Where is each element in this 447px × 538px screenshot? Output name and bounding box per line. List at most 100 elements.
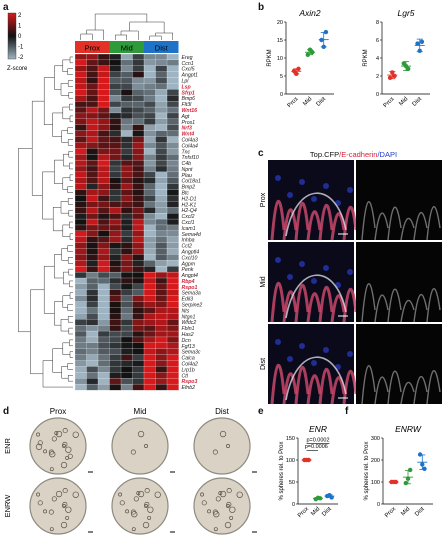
heatmap-cell [132, 136, 145, 143]
heatmap-cell [109, 330, 122, 338]
heatmap-cell [109, 224, 122, 232]
panel-d-wells: Prox Mid Dist ENR ENRW [3, 407, 257, 535]
heatmap-cell [97, 242, 110, 249]
heatmap-cell [132, 260, 145, 267]
dendrogram-branch [67, 375, 73, 382]
heatmap-cell [109, 342, 122, 350]
y-tick-label: 4 [376, 56, 379, 62]
heatmap-cell [132, 142, 145, 149]
data-point [408, 467, 413, 473]
heatmap-cell [86, 313, 99, 320]
heatmap-cell [143, 354, 156, 361]
sphere [147, 515, 152, 520]
dapi-nucleus [347, 187, 353, 193]
gene-label: Icam1 [182, 226, 196, 232]
dapi-nucleus [275, 339, 281, 345]
heatmap-cell [166, 118, 179, 126]
heatmap-cell [86, 295, 99, 303]
title-dapi: /DAPI [377, 150, 398, 159]
epithelium-stain [342, 369, 358, 405]
gene-label: Nrf3 [182, 126, 192, 132]
heatmap-cell [143, 254, 156, 261]
heatmap-cell [97, 89, 110, 96]
micrograph-cfp [356, 160, 442, 241]
well [29, 417, 87, 475]
sphere [212, 449, 218, 455]
heatmap-cell [109, 118, 122, 126]
heatmap-cell [155, 154, 168, 161]
heatmap-cell [97, 124, 110, 132]
well [29, 477, 87, 535]
heatmap-cell [74, 59, 87, 67]
heatmap-cell [109, 59, 122, 67]
heatmap-cell [166, 183, 179, 191]
heatmap-cell [109, 301, 122, 308]
heatmap-cell [120, 189, 133, 196]
dendrogram-branch [62, 59, 70, 72]
heatmap-cell [86, 360, 99, 367]
cfp-structure [387, 370, 402, 405]
group-bar-mid [109, 41, 144, 53]
dendrogram-branch [67, 127, 73, 134]
heatmap-cell [97, 236, 110, 244]
heatmap-cell [74, 383, 87, 391]
well-image [29, 477, 93, 535]
heatmap-cell [86, 325, 99, 332]
dapi-nucleus [323, 347, 329, 353]
heatmap-cell [109, 177, 122, 185]
heatmap-cell [120, 301, 133, 308]
heatmap-cell [74, 319, 87, 326]
dapi-nucleus [323, 183, 329, 189]
sphere [136, 491, 141, 496]
heatmap-cell [109, 89, 122, 96]
heatmap-cell [155, 53, 168, 61]
heatmap-cell [155, 59, 168, 67]
sphere [142, 521, 150, 529]
dendrogram-branch [67, 304, 73, 311]
heatmap-cell [143, 165, 156, 173]
heatmap-cell [120, 177, 133, 185]
heatmap-cell [97, 230, 110, 238]
heatmap-cell [86, 260, 99, 267]
sphere [131, 527, 136, 532]
dendrogram-branch [149, 35, 162, 40]
data-point [296, 66, 301, 72]
heatmap-cell [109, 71, 122, 79]
gene-label: Rbp4 [182, 279, 195, 285]
gene-label: Edil3 [182, 297, 194, 303]
heatmap-cell [120, 366, 133, 373]
heatmap-cell [74, 224, 87, 232]
heatmap-cell [132, 330, 145, 338]
heatmap-cell [143, 213, 156, 220]
epithelium-stain [306, 292, 322, 323]
heatmap-cell [166, 148, 179, 155]
heatmap-cell [74, 112, 87, 120]
title-ecadherin: /E-cadherin [339, 150, 378, 159]
heatmap-cell [143, 136, 156, 143]
heatmap-cell [132, 189, 145, 196]
heatmap-cell [120, 266, 133, 273]
heatmap-cell [86, 319, 99, 326]
sphere [226, 504, 230, 508]
heatmap-cell [143, 201, 156, 208]
gene-label: H2-Q4 [182, 208, 197, 214]
heatmap-cell [86, 248, 99, 255]
heatmap-cell [109, 53, 122, 61]
heatmap-cell [120, 330, 133, 338]
heatmap-cell [86, 207, 99, 214]
heatmap-cell [120, 313, 133, 320]
heatmap-cell [74, 348, 87, 356]
gene-label: Inhba [182, 238, 195, 244]
data-point [415, 41, 420, 46]
heatmap-cell [166, 236, 179, 244]
heatmap-cell [155, 224, 168, 232]
heatmap-cell [120, 354, 133, 361]
heatmap-cell [97, 154, 110, 161]
data-point [406, 66, 411, 72]
heatmap-cell [132, 307, 145, 314]
heatmap-cell [120, 118, 133, 126]
heatmap-cell [97, 336, 110, 344]
y-tick-label: 50 [289, 480, 295, 486]
dendrogram-branch [69, 351, 73, 358]
y-tick-label: 200 [371, 458, 380, 464]
